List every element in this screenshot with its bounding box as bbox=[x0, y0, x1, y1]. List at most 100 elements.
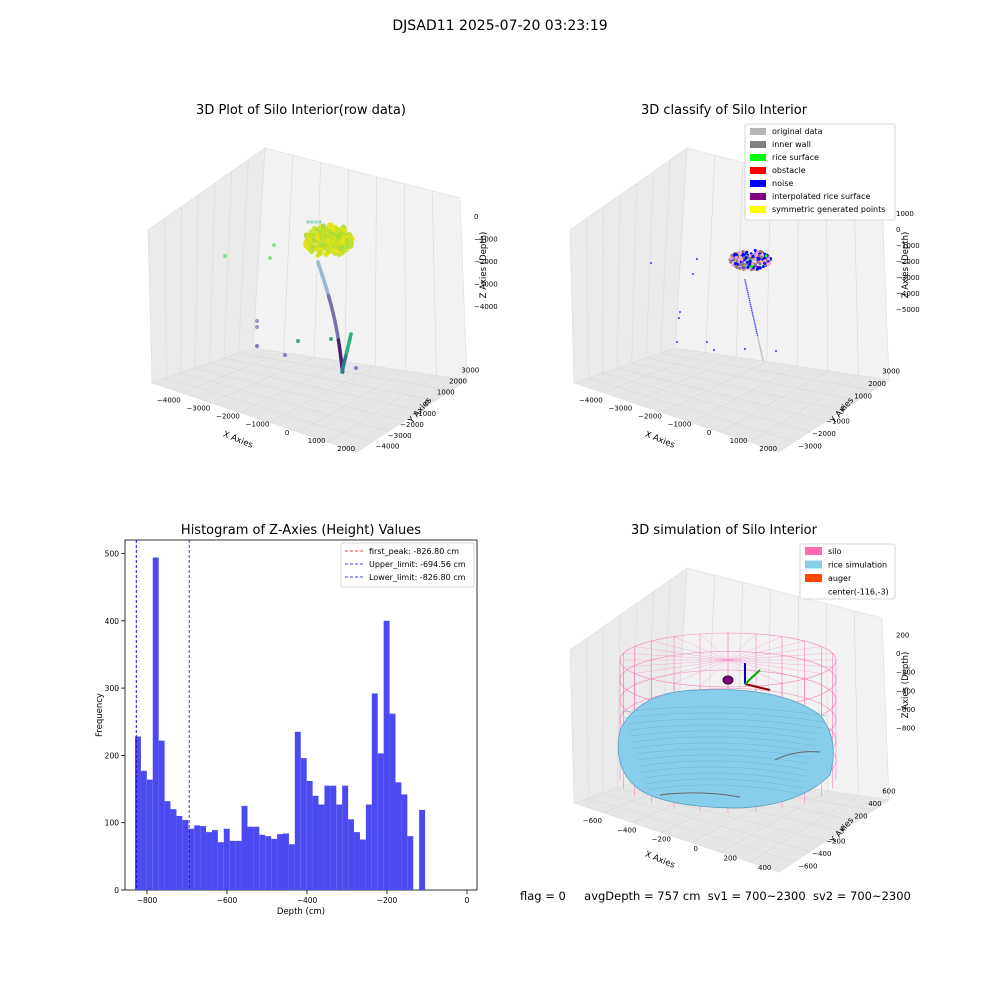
panel4-ytick-label: 400 bbox=[868, 800, 881, 808]
panel2-point bbox=[742, 265, 745, 268]
panel2-noise-point bbox=[744, 348, 746, 350]
panel1-outlier-point bbox=[223, 254, 227, 258]
panel2-legend-swatch bbox=[750, 128, 766, 135]
histogram-legend-label: Upper_limit: -694.56 cm bbox=[369, 560, 466, 569]
panel4-legend: silo rice simulation auger center(-116,-3) bbox=[800, 544, 895, 599]
panel1-point bbox=[330, 240, 335, 245]
panel2-point bbox=[760, 250, 763, 253]
panel4-legend-swatch bbox=[805, 547, 822, 555]
histogram-bar bbox=[277, 834, 283, 890]
histogram-bar bbox=[283, 833, 289, 890]
panel2-legend: original datainner wallrice surfaceobsta… bbox=[745, 124, 895, 220]
panel2-legend-swatch bbox=[750, 141, 766, 148]
panel2-point bbox=[740, 258, 743, 261]
panel2-xlabel: X Axies bbox=[643, 430, 676, 451]
panel2-ytick-label: 3000 bbox=[882, 368, 900, 376]
panel2-legend-swatch bbox=[750, 154, 766, 161]
panel1-point bbox=[319, 234, 324, 239]
panel1-ytick-label: 2000 bbox=[449, 377, 467, 385]
histogram-bar bbox=[372, 693, 378, 890]
panel2-point bbox=[756, 261, 759, 264]
panel2-point bbox=[752, 312, 754, 314]
panel4-xtick-label: −200 bbox=[652, 836, 671, 844]
panel2-ytick-label: −2000 bbox=[812, 430, 836, 438]
histogram-legend: first_peak: -826.80 cmUpper_limit: -694.… bbox=[341, 543, 474, 587]
panel4-xtick-label: −600 bbox=[583, 817, 602, 825]
panel4-zlabel: Z Axies (Depth) bbox=[901, 652, 911, 719]
histogram-xtick-label: 0 bbox=[465, 896, 470, 905]
histogram-bar bbox=[360, 840, 366, 890]
histogram-xlabel: Depth (cm) bbox=[277, 907, 325, 917]
histogram-xtick-label: −600 bbox=[217, 896, 238, 905]
histogram-bar bbox=[366, 805, 372, 890]
panel4-xtick-label: −400 bbox=[617, 826, 636, 834]
histogram-xtick-label: −200 bbox=[377, 896, 398, 905]
panel2-noise-point bbox=[679, 311, 681, 313]
panel2-noise-point bbox=[650, 262, 652, 264]
panel2-point bbox=[745, 281, 747, 283]
panel1-point bbox=[341, 227, 346, 232]
panel1-xtick-label: −2000 bbox=[216, 413, 240, 421]
panel2-point bbox=[736, 266, 739, 269]
panel2-point bbox=[753, 320, 755, 322]
panel1-outlier-point bbox=[255, 325, 259, 329]
panel2-noise-point bbox=[775, 350, 777, 352]
panel2-point bbox=[761, 353, 763, 355]
panel4-ytick-label: 200 bbox=[854, 813, 867, 821]
panel1-outlier-point bbox=[283, 353, 287, 357]
panel2-point bbox=[754, 322, 756, 324]
panel2-point bbox=[747, 294, 749, 296]
panel1-zlabel: Z Axies (Depth) bbox=[479, 232, 489, 299]
histogram-bar bbox=[319, 805, 325, 890]
panel2-point bbox=[755, 326, 757, 328]
panel2-point bbox=[751, 310, 753, 312]
panel1-point bbox=[305, 238, 310, 243]
histogram-bar bbox=[265, 836, 271, 890]
histogram-bar bbox=[354, 832, 360, 890]
panel1-point bbox=[308, 242, 313, 247]
histogram-bar bbox=[259, 835, 265, 890]
panel1-pane-left bbox=[148, 148, 265, 383]
panel2-point bbox=[739, 252, 742, 255]
panel1-outlier-point bbox=[268, 256, 272, 260]
panel2-xtick-label: −4000 bbox=[579, 396, 603, 404]
panel1-outlier-point bbox=[296, 339, 300, 343]
panel1-point bbox=[339, 245, 344, 250]
panel2-point bbox=[750, 265, 753, 268]
histogram: −800 −600 −400 −200 00100200300400500Depth (… bbox=[95, 540, 477, 917]
histogram-bar bbox=[271, 839, 277, 890]
histogram-bar bbox=[194, 825, 200, 890]
panel2-point bbox=[766, 263, 769, 266]
panel2-point bbox=[754, 254, 757, 257]
panel2-point bbox=[745, 256, 748, 259]
panel4-ytick-label: −400 bbox=[812, 850, 831, 858]
panel4-xlabel: X Axies bbox=[643, 850, 676, 871]
panel4-ytick-label: 600 bbox=[882, 788, 895, 796]
histogram-bar bbox=[407, 836, 413, 890]
panel1-point bbox=[319, 227, 324, 232]
histogram-bar bbox=[141, 771, 147, 890]
panel2-legend-label: interpolated rice surface bbox=[772, 192, 870, 201]
histogram-bar bbox=[153, 558, 159, 891]
histogram-bar bbox=[295, 732, 301, 890]
panel2-point bbox=[763, 259, 766, 262]
histogram-bar bbox=[224, 829, 230, 890]
panel1-point bbox=[310, 220, 314, 224]
panel4-xtick-label: 400 bbox=[758, 864, 771, 872]
panel2-ytick-label: −3000 bbox=[798, 442, 822, 450]
panel2-point bbox=[735, 253, 738, 256]
panel1-xtick-label: 0 bbox=[285, 429, 289, 437]
panel2-point bbox=[754, 258, 757, 261]
panel2-xtick-label: 0 bbox=[707, 429, 711, 437]
panel2-point bbox=[760, 256, 763, 259]
panel4-ztick-label: 200 bbox=[896, 631, 909, 639]
histogram-bar bbox=[307, 781, 313, 890]
panel2-point bbox=[750, 306, 752, 308]
panel1-point bbox=[320, 243, 325, 248]
auger-marker bbox=[723, 676, 733, 684]
panel2-point bbox=[747, 291, 749, 293]
panel2-legend-label: obstacle bbox=[772, 166, 806, 175]
panel2-point bbox=[729, 261, 732, 264]
panel2-point bbox=[758, 341, 760, 343]
